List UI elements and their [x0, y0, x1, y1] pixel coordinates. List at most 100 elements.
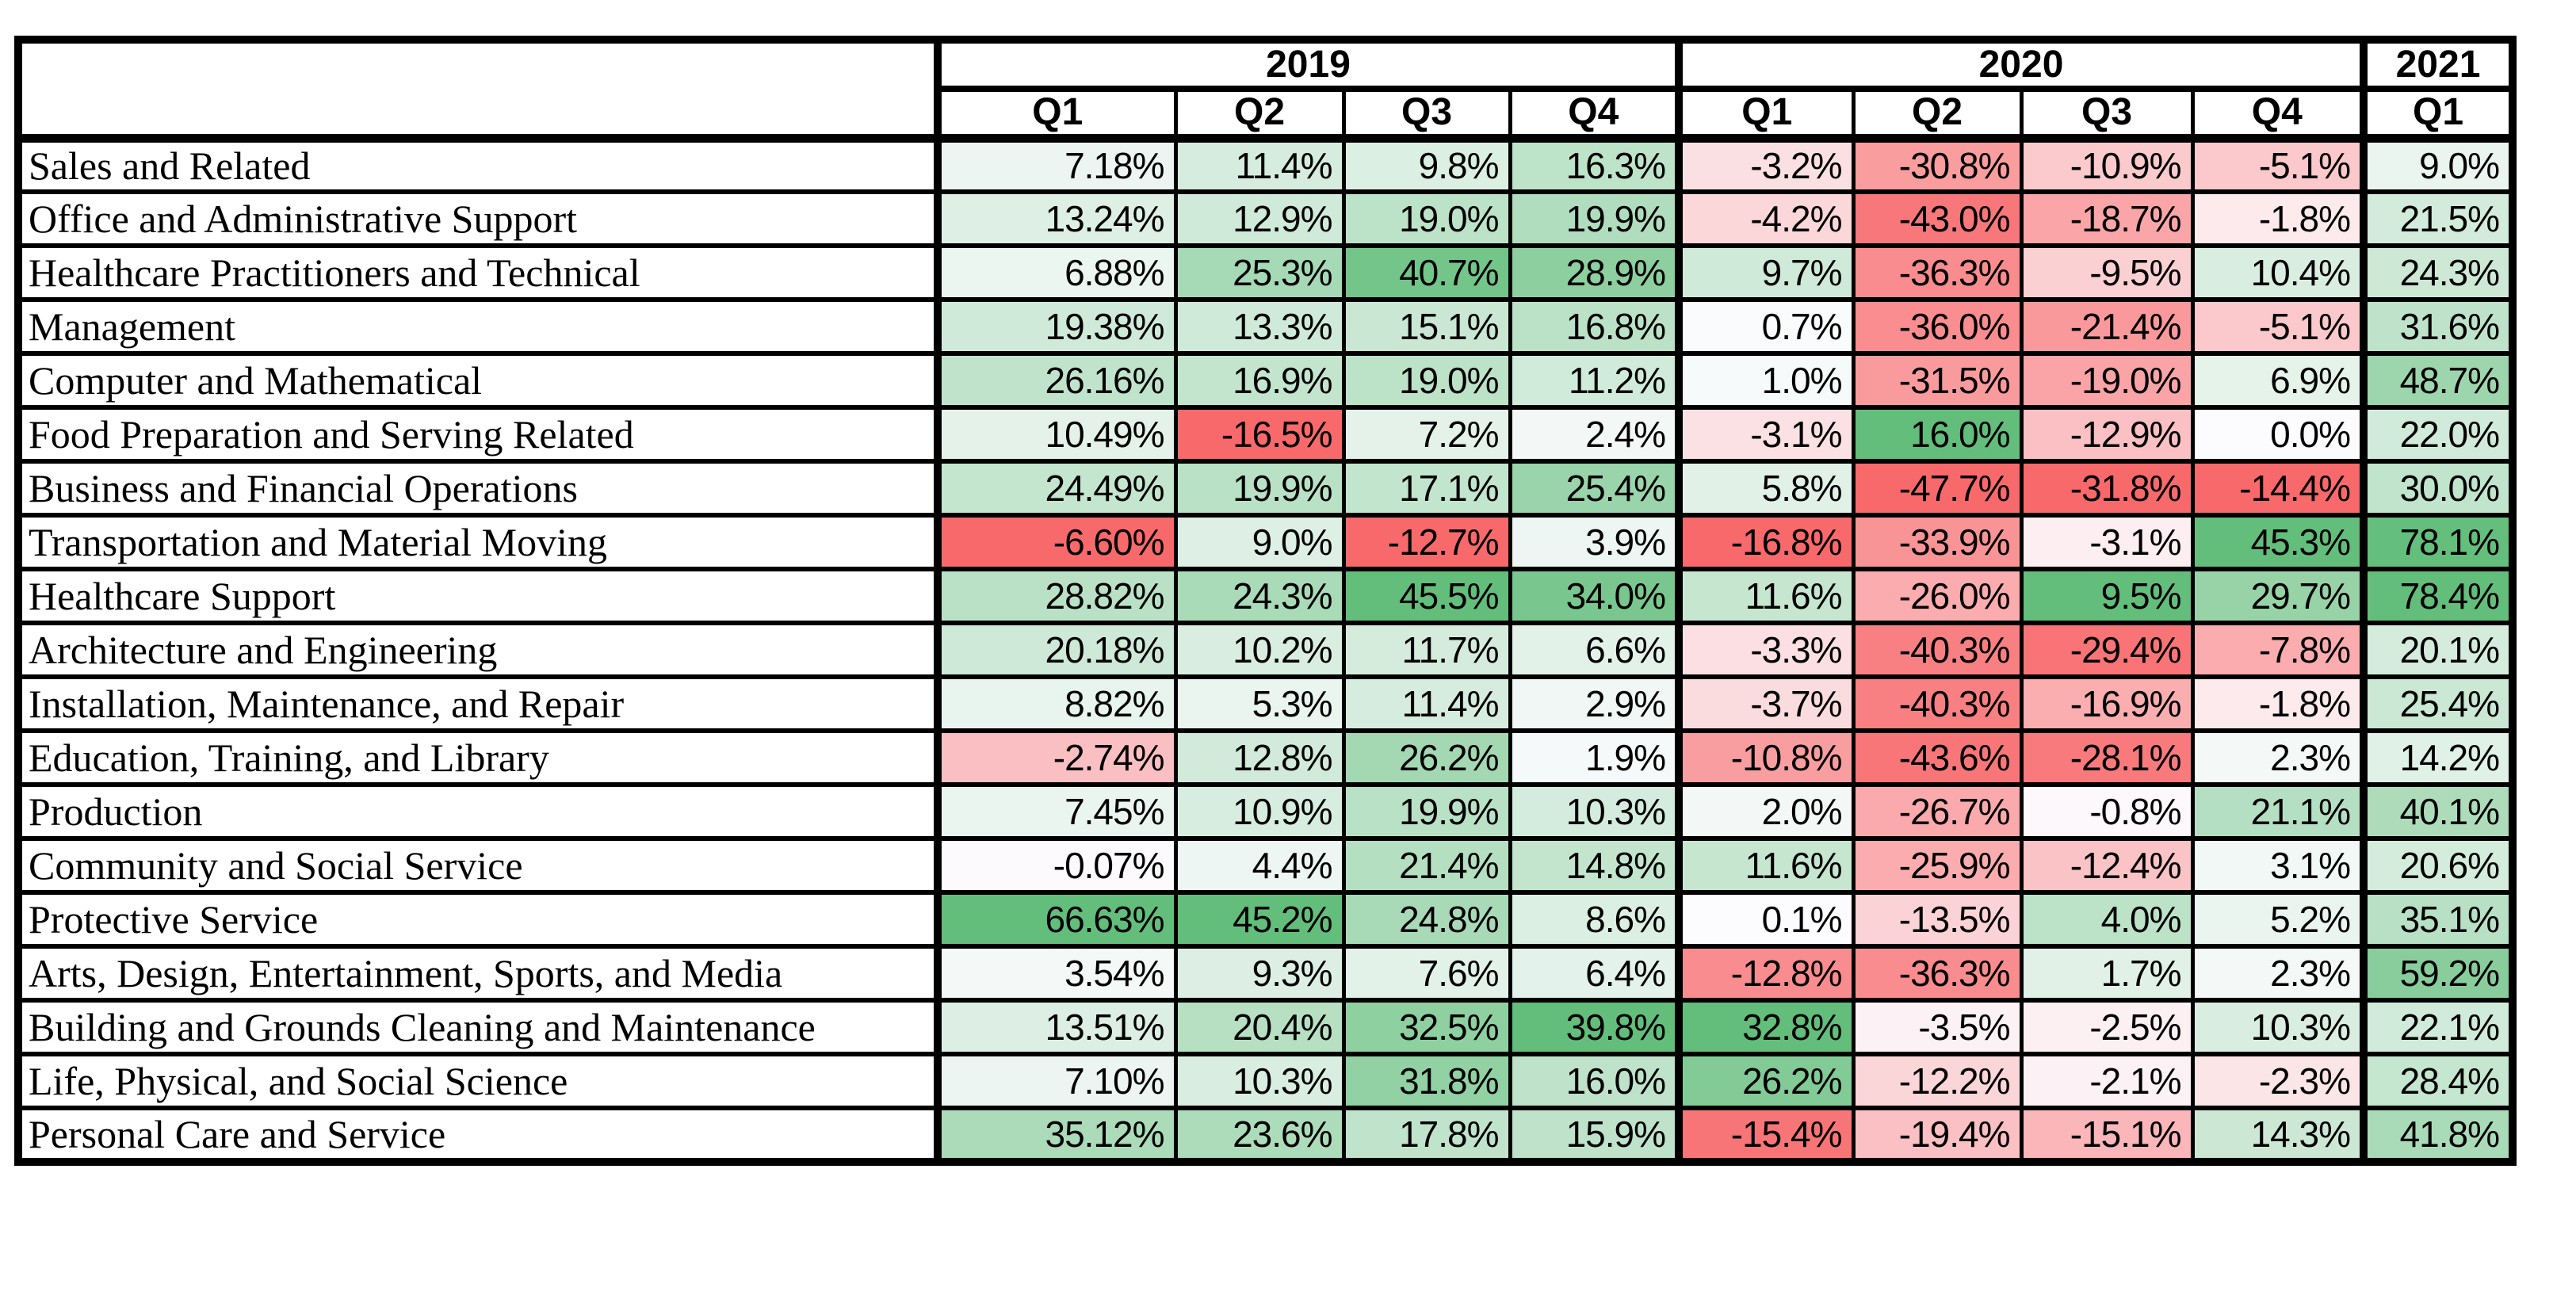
heatmap-cell: 10.3% [1508, 782, 1681, 841]
table-row: Food Preparation and Serving Related 10.4… [16, 405, 2515, 464]
heatmap-cell: -33.9% [1851, 513, 2024, 571]
heatmap-cell: -18.7% [2019, 189, 2195, 248]
heatmap-cell: 5.3% [1173, 674, 1346, 733]
heatmap-cell: 25.3% [1173, 243, 1346, 302]
year-header-2021: 2021 [2360, 37, 2515, 92]
heatmap-cell: 45.2% [1173, 890, 1346, 949]
heatmap-cell: -43.6% [1851, 728, 2024, 787]
heatmap-cell: 10.2% [1173, 621, 1346, 679]
quarter-header-2021-q1: Q1 [2360, 86, 2515, 143]
quarter-header-2019-q4: Q4 [1508, 86, 1681, 143]
table-row: Production 7.45% 10.9% 19.9% 10.3% 2.0% -26.7%… [16, 782, 2515, 841]
heatmap-cell: -12.2% [1851, 1052, 2024, 1110]
heatmap-cell: -3.1% [1675, 405, 1856, 464]
heatmap-cell: 4.4% [1173, 836, 1346, 895]
row-label: Production [16, 782, 942, 841]
heatmap-cell: -28.1% [2019, 728, 2195, 787]
heatmap-cell: 5.8% [1675, 459, 1856, 518]
heatmap-cell: -31.8% [2019, 459, 2195, 518]
heatmap-cell: -26.7% [1851, 782, 2024, 841]
heatmap-cell: -14.4% [2190, 459, 2366, 518]
table-row: Office and Administrative Support 13.24% 1… [16, 189, 2515, 248]
heatmap-cell: 4.0% [2019, 890, 2195, 949]
heatmap-cell: 19.38% [935, 297, 1178, 356]
heatmap-cell: 11.4% [1173, 136, 1346, 194]
heatmap-cell: 59.2% [2360, 944, 2515, 1003]
heatmap-cell: 13.24% [935, 189, 1178, 248]
heatmap-cell: 45.5% [1341, 567, 1512, 625]
row-label: Food Preparation and Serving Related [16, 405, 942, 464]
heatmap-cell: -16.8% [1675, 513, 1856, 571]
heatmap-cell: 20.1% [2360, 621, 2515, 679]
heatmap-cell: 24.49% [935, 459, 1178, 518]
heatmap-cell: 32.8% [1675, 998, 1856, 1056]
heatmap-cell: 10.49% [935, 405, 1178, 464]
year-header-2019: 2019 [935, 37, 1681, 92]
heatmap-cell: 9.0% [1173, 513, 1346, 571]
row-label: Business and Financial Operations [16, 459, 942, 518]
heatmap-cell: 16.8% [1508, 297, 1681, 356]
heatmap-cell: 20.18% [935, 621, 1178, 679]
heatmap-cell: -25.9% [1851, 836, 2024, 895]
heatmap-cell: 26.16% [935, 351, 1178, 410]
heatmap-cell: 16.3% [1508, 136, 1681, 194]
heatmap-cell: 12.9% [1173, 189, 1346, 248]
heatmap-cell: 14.3% [2190, 1106, 2366, 1164]
heatmap-cell: 25.4% [1508, 459, 1681, 518]
heatmap-cell: 2.0% [1675, 782, 1856, 841]
heatmap-cell: 12.8% [1173, 728, 1346, 787]
heatmap-cell: 13.51% [935, 998, 1178, 1056]
heatmap-cell: -2.74% [935, 728, 1178, 787]
heatmap-cell: 7.10% [935, 1052, 1178, 1110]
heatmap-cell: 17.1% [1341, 459, 1512, 518]
heatmap-cell: -3.2% [1675, 136, 1856, 194]
table-row: Building and Grounds Cleaning and Mainte… [16, 998, 2515, 1056]
row-label: Personal Care and Service [16, 1106, 942, 1164]
heatmap-cell: 15.1% [1341, 297, 1512, 356]
heatmap-cell: 6.4% [1508, 944, 1681, 1003]
heatmap-cell: -10.8% [1675, 728, 1856, 787]
heatmap-cell: 15.9% [1508, 1106, 1681, 1164]
heatmap-cell: -10.9% [2019, 136, 2195, 194]
row-label: Computer and Mathematical [16, 351, 942, 410]
heatmap-cell: 28.4% [2360, 1052, 2515, 1110]
row-label: Building and Grounds Cleaning and Mainte… [16, 998, 942, 1056]
table-row: Installation, Maintenance, and Repair 8.8… [16, 674, 2515, 733]
year-header-row: 2019 2020 2021 [16, 37, 2515, 143]
heatmap-cell: -2.3% [2190, 1052, 2366, 1110]
heatmap-cell: 66.63% [935, 890, 1178, 949]
heatmap-cell: 3.54% [935, 944, 1178, 1003]
heatmap-cell: -3.5% [1851, 998, 2024, 1056]
heatmap-cell: 2.3% [2190, 944, 2366, 1003]
heatmap-cell: 10.3% [1173, 1052, 1346, 1110]
heatmap-cell: -29.4% [2019, 621, 2195, 679]
heatmap-cell: 40.7% [1341, 243, 1512, 302]
heatmap-cell: -6.60% [935, 513, 1178, 571]
heatmap-cell: -12.7% [1341, 513, 1512, 571]
row-label: Management [16, 297, 942, 356]
table-row: Protective Service 66.63% 45.2% 24.8% 8.6% 0.… [16, 890, 2515, 949]
heatmap-cell: -12.9% [2019, 405, 2195, 464]
heatmap-cell: 0.7% [1675, 297, 1856, 356]
heatmap-cell: 21.1% [2190, 782, 2366, 841]
heatmap-cell: 6.9% [2190, 351, 2366, 410]
heatmap-cell: 8.82% [935, 674, 1178, 733]
heatmap-cell: 78.4% [2360, 567, 2515, 625]
quarter-header-2019-q2: Q2 [1173, 86, 1346, 143]
heatmap-cell: -19.4% [1851, 1106, 2024, 1164]
heatmap-cell: 1.9% [1508, 728, 1681, 787]
heatmap-cell: -3.7% [1675, 674, 1856, 733]
heatmap-cell: 5.2% [2190, 890, 2366, 949]
heatmap-table: 2019 2020 2021 Q1 Q2 Q3 Q4 Q1 Q2 Q3 Q4 Q… [14, 36, 2517, 1166]
heatmap-cell: -19.0% [2019, 351, 2195, 410]
table-row: Healthcare Practitioners and Technical 6.… [16, 243, 2515, 302]
heatmap-table-container: 2019 2020 2021 Q1 Q2 Q3 Q4 Q1 Q2 Q3 Q4 Q… [14, 36, 2517, 1166]
heatmap-cell: -15.4% [1675, 1106, 1856, 1164]
row-label: Community and Social Service [16, 836, 942, 895]
table-row: Management 19.38% 13.3% 15.1% 16.8% 0.7% -36.0… [16, 297, 2515, 356]
quarter-header-row: Q1 Q2 Q3 Q4 Q1 Q2 Q3 Q4 Q1 [18, 86, 2515, 143]
heatmap-cell: 11.2% [1508, 351, 1681, 410]
quarter-header-2020-q4: Q4 [2190, 86, 2366, 143]
heatmap-cell: 31.6% [2360, 297, 2515, 356]
heatmap-cell: 7.6% [1341, 944, 1512, 1003]
